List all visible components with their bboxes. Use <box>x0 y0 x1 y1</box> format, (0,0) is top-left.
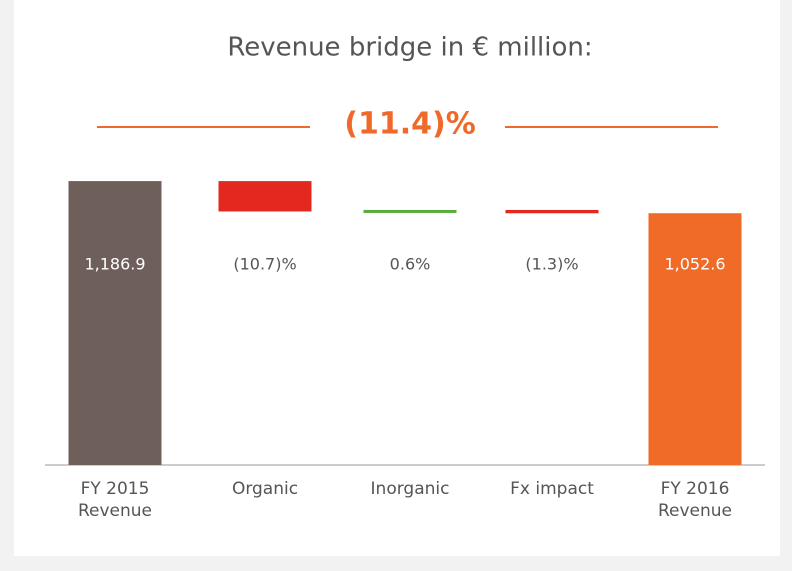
value-label: (10.7)% <box>233 255 296 274</box>
chart-title: Revenue bridge in € million: <box>227 33 592 63</box>
value-label: 1,052.6 <box>664 255 725 274</box>
annotation: (11.4)% <box>344 107 476 142</box>
value-label: 1,186.9 <box>84 255 145 274</box>
category-label: Inorganic <box>370 479 450 499</box>
category-label: Organic <box>231 479 299 499</box>
category-label: FY 2015 Revenue <box>77 479 153 521</box>
value-label: 0.6% <box>390 255 431 274</box>
bar <box>363 209 457 213</box>
bar <box>648 213 742 465</box>
value-label: (1.3)% <box>525 255 578 274</box>
category-label: FY 2016 Revenue <box>657 479 733 521</box>
bar <box>505 209 599 214</box>
category-label: Fx impact <box>510 479 594 499</box>
bar <box>68 181 162 466</box>
bar <box>218 181 312 212</box>
